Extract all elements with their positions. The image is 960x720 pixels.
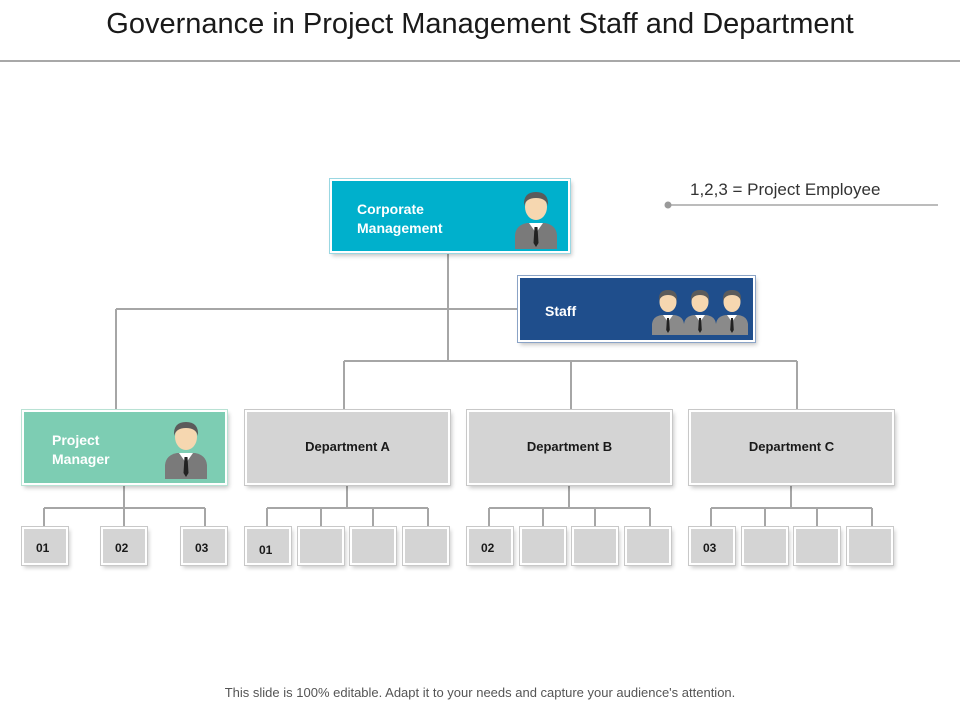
page-title: Governance in Project Management Staff a… [106,8,854,40]
staff-label: Staff [545,303,577,319]
employee-box: 03 [180,526,228,566]
department-b-label: Department B [526,439,613,454]
employee-box-empty [846,526,894,566]
department-a-box: Department A [244,409,451,486]
employee-box: 02 [466,526,514,566]
employee-box-empty [349,526,397,566]
employee-box: 01 [21,526,69,566]
corporate-management-box: Corporate Management [329,178,571,254]
staff-box: Staff [517,275,756,343]
project-manager-label: Project Manager [52,432,110,467]
employee-box-empty [297,526,345,566]
department-c-box: Department C [688,409,895,486]
employee-box-empty [519,526,567,566]
employee-box: 01 [244,526,292,566]
department-c-label: Department C [748,439,835,454]
department-b-box: Department B [466,409,673,486]
employee-box-empty [571,526,619,566]
employee-box-empty [624,526,672,566]
person-group-icon [652,290,748,335]
person-icon [165,422,207,479]
employee-box: 02 [100,526,148,566]
legend-text: 1,2,3 = Project Employee [690,180,881,199]
employee-box-empty [402,526,450,566]
project-manager-box: Project Manager [21,409,228,486]
employee-box-empty [793,526,841,566]
title-divider [0,60,960,62]
corporate-management-label: Corporate Management [357,201,443,236]
department-a-label: Department A [305,439,390,454]
footer-note: This slide is 100% editable. Adapt it to… [224,685,736,700]
person-icon [515,192,557,249]
employee-box-empty [741,526,789,566]
employee-box: 03 [688,526,736,566]
